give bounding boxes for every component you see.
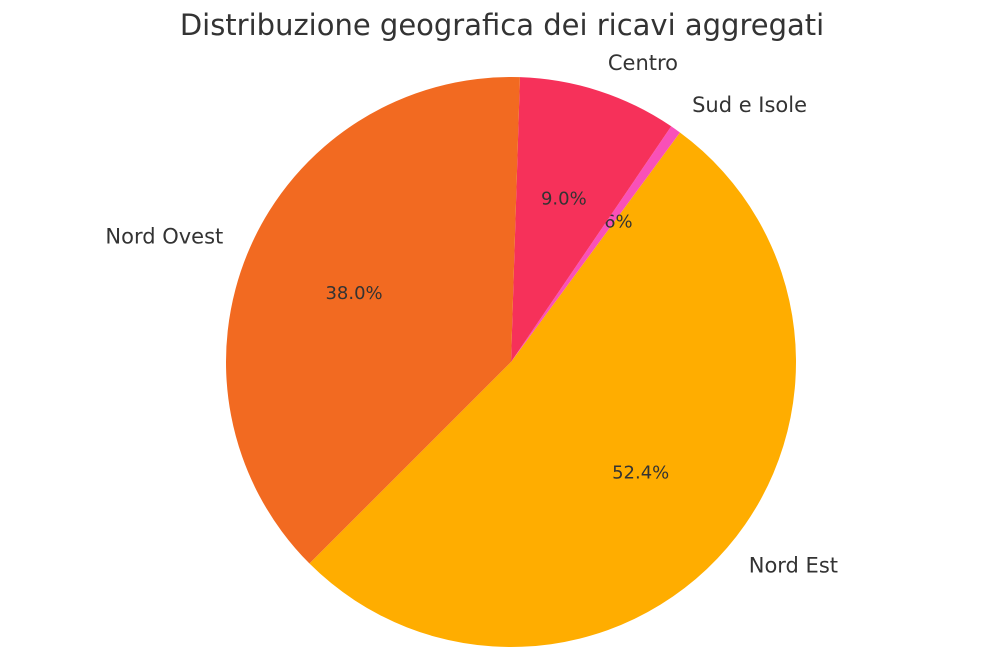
pie-slice-nord-ovest: [225, 77, 520, 564]
chart-title: Distribuzione geografica dei ricavi aggr…: [179, 8, 825, 42]
slice-label-nord-ovest: Nord Ovest: [105, 224, 223, 248]
slice-label-nord-est: Nord Est: [749, 553, 838, 577]
pie-slice-sud-e-isole: [511, 126, 680, 362]
slice-label-centro: Centro: [608, 51, 678, 75]
pct-label-centro: 9.0%: [541, 188, 587, 209]
pie-slice-centro: [511, 77, 672, 363]
pct-label-nord-ovest: 38.0%: [325, 283, 382, 304]
pie-slice-nord-est: [309, 132, 797, 648]
slice-label-sud-e-isole: Sud e Isole: [692, 93, 807, 117]
pct-label-nord-est: 52.4%: [612, 462, 669, 483]
